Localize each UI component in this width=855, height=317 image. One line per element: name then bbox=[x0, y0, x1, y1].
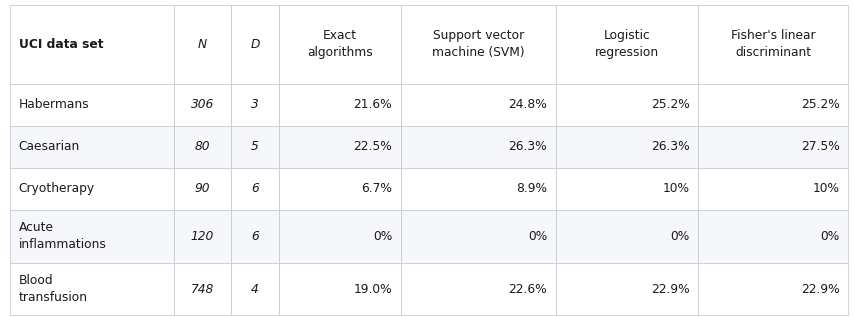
Text: 3: 3 bbox=[251, 99, 259, 112]
Bar bbox=[10, 210, 174, 262]
Bar bbox=[174, 262, 231, 315]
Bar bbox=[401, 210, 556, 262]
Bar bbox=[10, 168, 174, 210]
Bar bbox=[401, 84, 556, 126]
Bar bbox=[556, 210, 699, 262]
Bar bbox=[556, 168, 699, 210]
Text: Cryotherapy: Cryotherapy bbox=[19, 182, 95, 195]
Text: 306: 306 bbox=[191, 99, 214, 112]
Bar bbox=[556, 5, 699, 84]
Text: 25.2%: 25.2% bbox=[651, 99, 690, 112]
Text: 6: 6 bbox=[251, 182, 259, 195]
Text: 19.0%: 19.0% bbox=[354, 282, 392, 295]
Bar bbox=[174, 84, 231, 126]
Text: 22.5%: 22.5% bbox=[353, 140, 392, 153]
Text: 4: 4 bbox=[251, 282, 259, 295]
Bar bbox=[10, 5, 174, 84]
Text: 6: 6 bbox=[251, 230, 259, 243]
Text: 0%: 0% bbox=[820, 230, 840, 243]
Bar bbox=[699, 84, 848, 126]
Bar bbox=[699, 126, 848, 168]
Text: 26.3%: 26.3% bbox=[651, 140, 690, 153]
Text: Caesarian: Caesarian bbox=[19, 140, 80, 153]
Text: 748: 748 bbox=[191, 282, 214, 295]
Bar bbox=[231, 262, 280, 315]
Text: 10%: 10% bbox=[812, 182, 840, 195]
Text: 22.9%: 22.9% bbox=[651, 282, 690, 295]
Bar bbox=[280, 126, 401, 168]
Text: 0%: 0% bbox=[670, 230, 690, 243]
Text: 0%: 0% bbox=[528, 230, 547, 243]
Bar bbox=[556, 262, 699, 315]
Text: Habermans: Habermans bbox=[19, 99, 90, 112]
Text: Fisher's linear
discriminant: Fisher's linear discriminant bbox=[731, 29, 816, 59]
Text: D: D bbox=[251, 38, 260, 51]
Bar bbox=[174, 126, 231, 168]
Bar bbox=[401, 5, 556, 84]
Bar bbox=[401, 126, 556, 168]
Text: 0%: 0% bbox=[373, 230, 392, 243]
Text: N: N bbox=[198, 38, 207, 51]
Text: 6.7%: 6.7% bbox=[362, 182, 392, 195]
Text: 8.9%: 8.9% bbox=[516, 182, 547, 195]
Bar bbox=[280, 262, 401, 315]
Text: Logistic
regression: Logistic regression bbox=[595, 29, 659, 59]
Bar bbox=[280, 84, 401, 126]
Text: 90: 90 bbox=[194, 182, 209, 195]
Bar bbox=[231, 210, 280, 262]
Bar bbox=[10, 262, 174, 315]
Bar bbox=[231, 126, 280, 168]
Text: 26.3%: 26.3% bbox=[509, 140, 547, 153]
Bar bbox=[231, 5, 280, 84]
Bar bbox=[699, 262, 848, 315]
Text: 22.6%: 22.6% bbox=[509, 282, 547, 295]
Bar bbox=[699, 5, 848, 84]
Text: Exact
algorithms: Exact algorithms bbox=[307, 29, 373, 59]
Bar bbox=[699, 210, 848, 262]
Bar bbox=[401, 168, 556, 210]
Bar bbox=[556, 126, 699, 168]
Bar bbox=[280, 5, 401, 84]
Bar bbox=[401, 262, 556, 315]
Bar bbox=[231, 168, 280, 210]
Bar bbox=[174, 168, 231, 210]
Text: 120: 120 bbox=[191, 230, 214, 243]
Text: 10%: 10% bbox=[663, 182, 690, 195]
Bar bbox=[174, 5, 231, 84]
Text: Blood
transfusion: Blood transfusion bbox=[19, 274, 88, 304]
Bar bbox=[10, 84, 174, 126]
Bar bbox=[699, 168, 848, 210]
Text: 24.8%: 24.8% bbox=[509, 99, 547, 112]
Text: 22.9%: 22.9% bbox=[801, 282, 840, 295]
Text: 5: 5 bbox=[251, 140, 259, 153]
Bar bbox=[174, 210, 231, 262]
Text: UCI data set: UCI data set bbox=[19, 38, 103, 51]
Bar bbox=[280, 168, 401, 210]
Bar bbox=[10, 126, 174, 168]
Text: Acute
inflammations: Acute inflammations bbox=[19, 221, 107, 251]
Text: Support vector
machine (SVM): Support vector machine (SVM) bbox=[432, 29, 524, 59]
Text: 25.2%: 25.2% bbox=[801, 99, 840, 112]
Text: 27.5%: 27.5% bbox=[801, 140, 840, 153]
Bar bbox=[556, 84, 699, 126]
Text: 21.6%: 21.6% bbox=[354, 99, 392, 112]
Text: 80: 80 bbox=[194, 140, 209, 153]
Bar bbox=[231, 84, 280, 126]
Bar bbox=[280, 210, 401, 262]
